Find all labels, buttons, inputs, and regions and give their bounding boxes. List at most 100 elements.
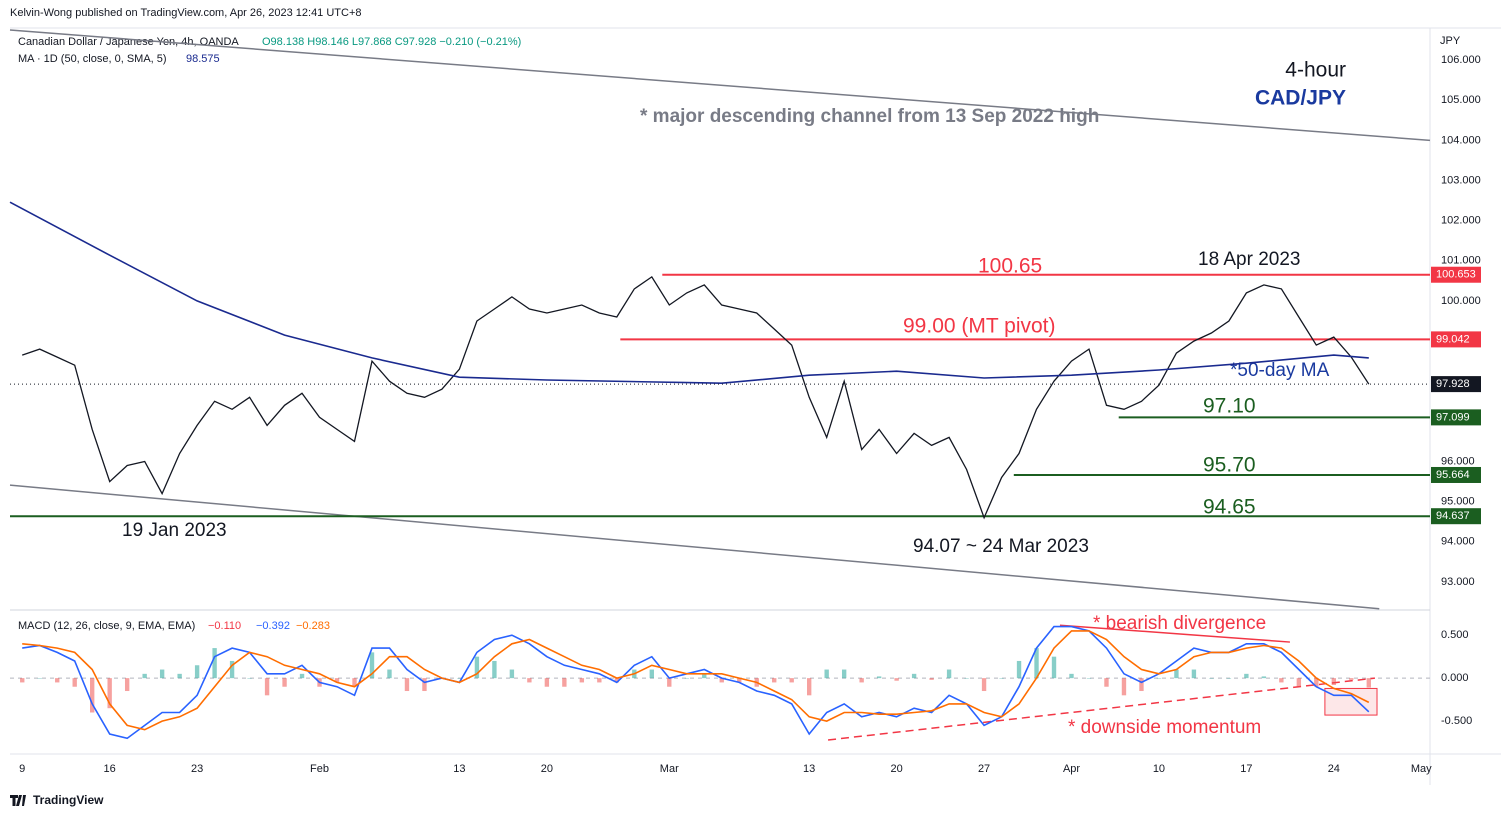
histogram-bar [159, 669, 165, 679]
price-tag-label: 95.664 [1436, 469, 1470, 481]
histogram-bar [1121, 678, 1127, 696]
histogram-bar [999, 678, 1004, 679]
histogram-bar [1261, 676, 1267, 679]
y-tick-label: 0.500 [1441, 629, 1469, 641]
histogram-bar [1034, 648, 1039, 679]
histogram-bar [1226, 678, 1232, 679]
x-tick-label: 24 [1328, 763, 1340, 775]
histogram-bar [614, 678, 620, 683]
series-line [22, 630, 1370, 731]
x-tick-label: 9 [19, 763, 25, 775]
level-label: 97.10 [1203, 395, 1256, 418]
histogram-bar [946, 669, 952, 679]
y-tick-label: -0.500 [1441, 715, 1472, 727]
ma-value: 98.575 [186, 53, 220, 65]
histogram-bar [387, 669, 392, 679]
histogram-bar [1191, 669, 1197, 679]
series-line [9, 201, 1369, 385]
x-tick-label: Feb [310, 763, 329, 775]
high-note: 18 Apr 2023 [1198, 249, 1300, 270]
x-tick-label: 10 [1153, 763, 1165, 775]
macd-title: MACD (12, 26, close, 9, EMA, EMA) [18, 620, 195, 632]
trendline [9, 29, 1431, 142]
histogram-bar [229, 660, 235, 679]
y-tick-label: 94.000 [1441, 536, 1475, 548]
x-tick-label: 27 [978, 763, 990, 775]
ma-label: MA · 1D (50, close, 0, SMA, 5) [18, 53, 167, 65]
histogram-bar [667, 678, 672, 687]
histogram-bar [177, 673, 182, 679]
x-tick-label: 13 [803, 763, 815, 775]
x-tick-label: 16 [104, 763, 116, 775]
x-tick-label: 23 [191, 763, 203, 775]
y-tick-label: 106.000 [1441, 54, 1481, 66]
histogram-bar [142, 673, 147, 679]
x-tick-label: 13 [453, 763, 465, 775]
histogram-bar [247, 678, 252, 679]
histogram-bar [841, 669, 847, 679]
y-tick-label: 95.000 [1441, 496, 1475, 508]
y-tick-label: 100.000 [1441, 295, 1481, 307]
histogram-bar [876, 676, 882, 679]
macd-hist-value: −0.110 [208, 620, 241, 632]
x-tick-label: 20 [891, 763, 903, 775]
histogram-bar [264, 678, 270, 696]
histogram-bar [352, 678, 357, 687]
divergence-note: * bearish divergence [1093, 613, 1266, 634]
macd-value: −0.392 [256, 620, 290, 632]
histogram-bar [1086, 678, 1092, 679]
trendline [9, 484, 1380, 610]
histogram-bar [684, 678, 689, 679]
momentum-note: * downside momentum [1068, 717, 1261, 738]
histogram-bar [1016, 660, 1022, 679]
histogram-bar [1156, 678, 1162, 679]
low-note: 94.07 ~ 24 Mar 2023 [913, 536, 1089, 557]
histogram-bar [457, 678, 462, 679]
price-tag [1431, 376, 1481, 393]
histogram-bar [282, 678, 287, 687]
level-label: 94.65 [1203, 496, 1256, 519]
signal-value: −0.283 [296, 620, 330, 632]
histogram-bar [55, 678, 60, 683]
ma-note: *50-day MA [1230, 360, 1330, 381]
logo-icon [10, 795, 26, 806]
histogram-bar [579, 678, 585, 683]
histogram-bar [859, 678, 864, 683]
histogram-bar [1366, 678, 1371, 688]
histogram-bar [1051, 656, 1057, 679]
histogram-bar [299, 673, 305, 679]
price-tag [1431, 466, 1481, 483]
y-tick-label: 96.000 [1441, 455, 1475, 467]
footer: TradingView [33, 793, 104, 807]
price-tag [1431, 331, 1481, 348]
histogram-bar [124, 678, 130, 692]
series-line [21, 275, 1370, 520]
histogram-bar [1069, 673, 1074, 679]
x-tick-label: Apr [1063, 763, 1080, 775]
histogram-bar [72, 678, 77, 687]
histogram-bar [1139, 678, 1144, 692]
histogram-bar [1349, 678, 1354, 680]
low-note: 19 Jan 2023 [122, 520, 227, 541]
price-tag-label: 100.653 [1436, 269, 1476, 281]
histogram-bar [90, 678, 95, 713]
trendline [827, 677, 1375, 741]
level-label: 100.65 [978, 255, 1042, 278]
histogram-bar [1244, 673, 1249, 679]
histogram-bar [369, 652, 375, 679]
histogram-bar [894, 678, 899, 681]
histogram-bar [772, 678, 777, 683]
histogram-bar [194, 665, 200, 679]
histogram-bar [1104, 678, 1109, 687]
histogram-bar [212, 648, 217, 679]
histogram-bar [334, 678, 340, 683]
pair: CAD/JPY [1255, 87, 1346, 110]
histogram-bar [492, 660, 497, 679]
histogram-bar [964, 678, 969, 679]
y-tick-label: 102.000 [1441, 215, 1481, 227]
histogram-bar [737, 678, 742, 683]
x-tick-label: May [1411, 763, 1432, 775]
ohlc: O98.138 H98.146 L97.868 C97.928 −0.210 (… [262, 36, 521, 48]
